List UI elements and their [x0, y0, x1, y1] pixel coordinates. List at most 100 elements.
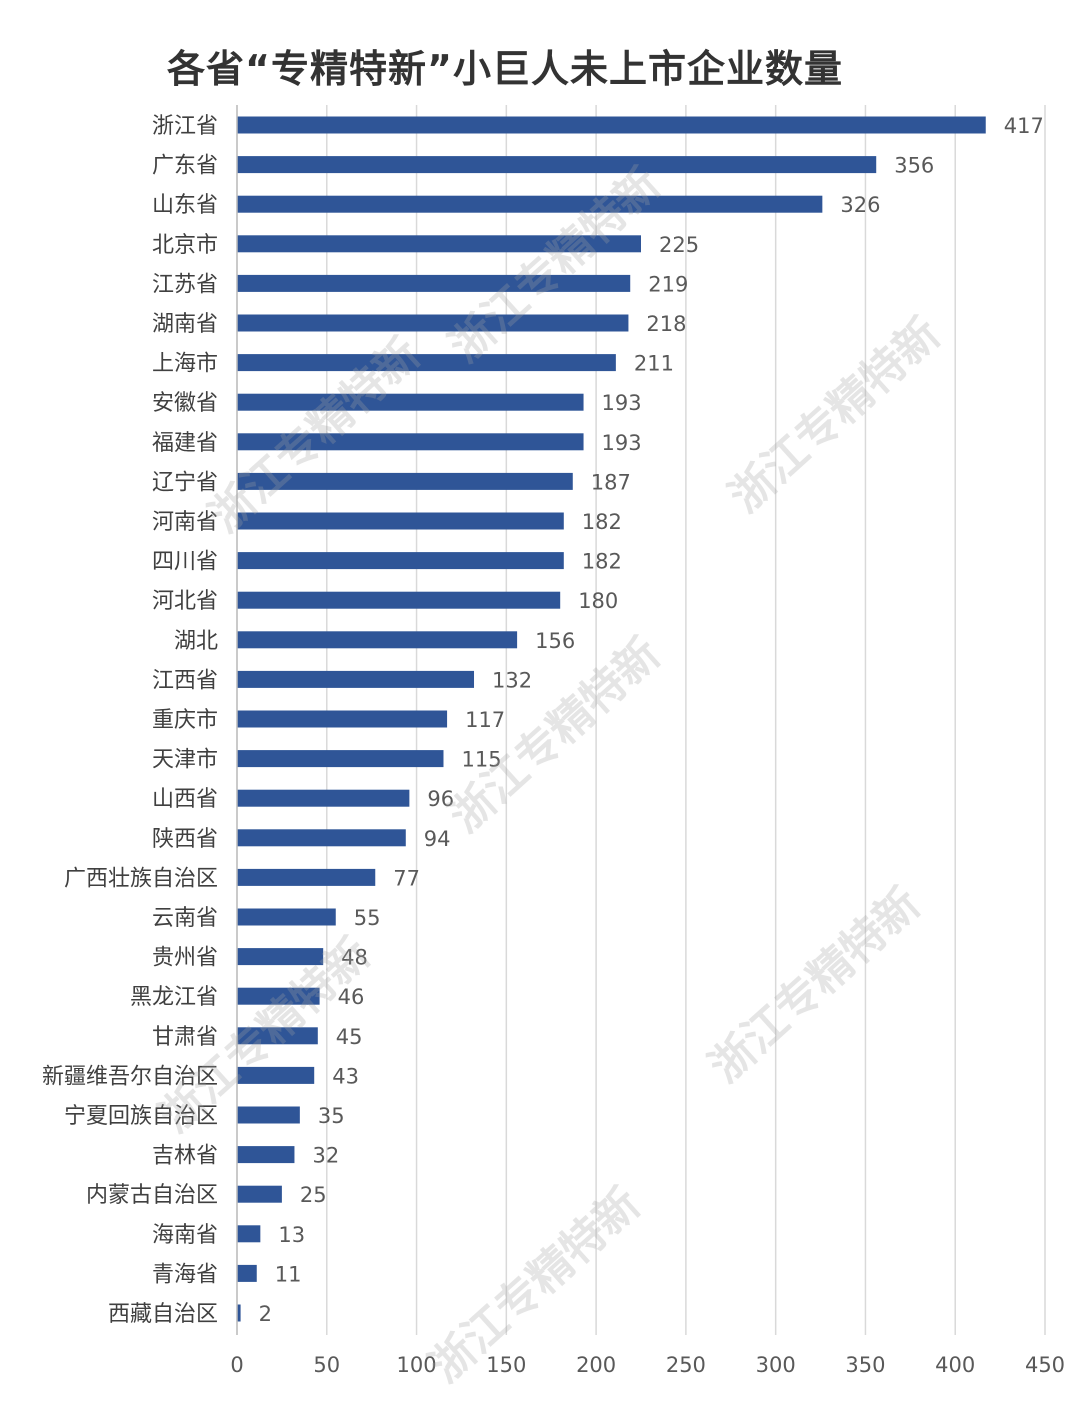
- data-label: 45: [336, 1025, 363, 1049]
- category-label: 天津市: [152, 748, 218, 773]
- category-label: 海南省: [152, 1223, 218, 1248]
- category-label: 宁夏回族自治区: [64, 1104, 218, 1129]
- data-label: 48: [341, 946, 368, 970]
- bar: [237, 829, 406, 847]
- x-tick-label: 250: [666, 1353, 706, 1377]
- category-label: 重庆市: [152, 708, 218, 733]
- data-label: 43: [332, 1064, 359, 1088]
- category-label: 内蒙古自治区: [86, 1183, 218, 1208]
- category-label: 辽宁省: [152, 470, 218, 495]
- data-label: 32: [312, 1144, 339, 1168]
- category-label: 吉林省: [152, 1144, 218, 1169]
- category-label: 广西壮族自治区: [64, 866, 218, 891]
- x-tick-label: 300: [756, 1353, 796, 1377]
- bar: [237, 116, 986, 134]
- data-label: 25: [300, 1183, 327, 1207]
- data-label: 356: [894, 154, 934, 178]
- category-label: 四川省: [152, 550, 218, 575]
- category-label: 北京市: [152, 233, 218, 258]
- x-tick-label: 50: [313, 1353, 340, 1377]
- category-label: 湖南省: [152, 312, 218, 337]
- category-label: 云南省: [152, 906, 218, 931]
- bar: [237, 235, 641, 253]
- bar: [237, 1264, 257, 1282]
- bar: [237, 908, 336, 926]
- data-label: 326: [840, 193, 880, 217]
- category-label: 山西省: [152, 787, 218, 812]
- data-label: 2: [259, 1302, 272, 1326]
- category-label: 上海市: [152, 352, 218, 377]
- data-label: 117: [465, 708, 505, 732]
- bar: [237, 591, 561, 609]
- bar: [237, 710, 448, 728]
- data-label: 132: [492, 668, 532, 692]
- bar: [237, 354, 616, 372]
- bar: [237, 1225, 261, 1243]
- bar: [237, 1146, 295, 1164]
- bar: [237, 750, 444, 768]
- category-label: 河北省: [152, 589, 218, 614]
- category-label: 西藏自治区: [108, 1302, 218, 1327]
- x-tick-label: 400: [935, 1353, 975, 1377]
- bar: [237, 552, 564, 570]
- data-label: 182: [582, 550, 622, 574]
- category-label: 山东省: [152, 193, 218, 218]
- bar: [237, 472, 573, 490]
- bar: [237, 1066, 315, 1084]
- bar: [237, 670, 475, 688]
- data-label: 77: [393, 866, 420, 890]
- category-label: 江西省: [152, 668, 218, 693]
- category-label: 湖北: [174, 629, 218, 654]
- data-label: 46: [338, 985, 365, 1009]
- data-label: 115: [461, 748, 501, 772]
- bar: [237, 156, 877, 174]
- data-label: 218: [646, 312, 686, 336]
- bar: [237, 948, 324, 966]
- bar: [237, 987, 320, 1005]
- category-label: 甘肃省: [152, 1025, 218, 1050]
- bar: [237, 631, 518, 649]
- data-label: 225: [659, 233, 699, 257]
- x-tick-label: 350: [845, 1353, 885, 1377]
- bar: [237, 393, 584, 411]
- data-label: 211: [634, 352, 674, 376]
- chart-title: 各省“专精特新”小巨人未上市企业数量: [167, 47, 843, 91]
- x-tick-label: 200: [576, 1353, 616, 1377]
- category-label: 福建省: [152, 431, 218, 456]
- category-label: 河南省: [152, 510, 218, 535]
- data-label: 180: [578, 589, 618, 613]
- data-label: 94: [424, 827, 451, 851]
- bar: [237, 433, 584, 451]
- category-label: 青海省: [152, 1262, 218, 1287]
- data-label: 35: [318, 1104, 345, 1128]
- data-label: 13: [278, 1223, 305, 1247]
- bar: [237, 1106, 300, 1124]
- category-label: 广东省: [152, 154, 218, 179]
- bar: [237, 1027, 318, 1045]
- data-label: 96: [427, 787, 454, 811]
- x-tick-label: 0: [230, 1353, 243, 1377]
- category-label: 黑龙江省: [130, 985, 218, 1010]
- x-tick-label: 100: [397, 1353, 437, 1377]
- category-label: 新疆维吾尔自治区: [42, 1064, 218, 1089]
- data-label: 55: [354, 906, 381, 930]
- category-label: 陕西省: [152, 827, 218, 852]
- data-label: 11: [275, 1262, 302, 1286]
- data-label: 417: [1004, 114, 1044, 138]
- data-label: 193: [602, 391, 642, 415]
- bar: [237, 1304, 241, 1322]
- bar: [237, 512, 564, 530]
- data-label: 182: [582, 510, 622, 534]
- x-tick-label: 150: [486, 1353, 526, 1377]
- data-label: 187: [591, 470, 631, 494]
- data-label: 219: [648, 272, 688, 296]
- bar: [237, 195, 823, 213]
- bar: [237, 868, 376, 886]
- category-label: 贵州省: [152, 946, 218, 971]
- bar: [237, 274, 631, 292]
- bar: [237, 314, 629, 332]
- category-label: 江苏省: [152, 272, 218, 297]
- data-label: 156: [535, 629, 575, 653]
